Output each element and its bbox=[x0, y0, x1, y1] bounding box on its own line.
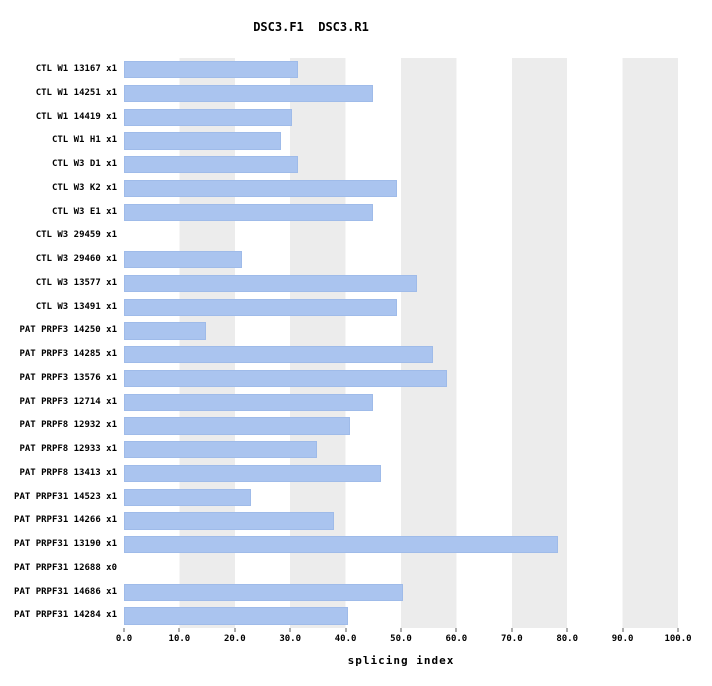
category-label: PAT PRPF8 12933 x1 bbox=[19, 444, 117, 454]
bar bbox=[124, 346, 434, 364]
x-tick-mark bbox=[123, 628, 125, 632]
bar bbox=[124, 607, 348, 625]
category-label: CTL W1 14419 x1 bbox=[35, 111, 117, 122]
bar-row bbox=[124, 343, 678, 367]
bar-row bbox=[124, 82, 678, 106]
bar bbox=[124, 512, 334, 530]
bar-row bbox=[124, 462, 678, 486]
category-label: PAT PRPF31 14523 x1 bbox=[14, 491, 117, 502]
x-axis-ticks: 0.0 10.0 20.0 30.0 40.0 50.0 60.0 70.0 80.0 90.0 1… bbox=[116, 628, 692, 654]
category-label: CTL W1 H1 x1 bbox=[51, 135, 117, 146]
category-label: PAT PRPF31 14686 x1 bbox=[14, 586, 117, 597]
bar-row bbox=[124, 296, 678, 320]
bar bbox=[124, 132, 282, 150]
x-tick-label: 50.0 bbox=[390, 634, 412, 644]
category-label: PAT PRPF3 12714 x1 bbox=[19, 396, 117, 407]
bar bbox=[124, 156, 298, 174]
bar-row bbox=[124, 391, 678, 415]
category-label: PAT PRPF3 14285 x1 bbox=[19, 349, 117, 359]
bar-row bbox=[124, 201, 678, 225]
bar bbox=[124, 84, 373, 102]
bar-row bbox=[124, 367, 678, 391]
bar-row bbox=[124, 509, 678, 533]
category-label: CTL W3 K2 x1 bbox=[51, 182, 117, 193]
x-tick-label: 30.0 bbox=[279, 634, 302, 644]
bar bbox=[124, 61, 298, 79]
bar-row bbox=[124, 414, 678, 438]
category-label: PAT PRPF31 13190 x1 bbox=[14, 539, 117, 549]
chart-body: CTL W1 13167 x1 CTL W1 14251 x1 CTL W1 144… bbox=[0, 58, 678, 628]
x-tick-mark bbox=[178, 628, 180, 632]
x-tick-label: 0.0 bbox=[115, 634, 133, 644]
category-label: PAT PRPF3 13576 x1 bbox=[19, 372, 117, 383]
category-label: CTL W1 14251 x1 bbox=[35, 87, 117, 98]
x-tick-mark bbox=[566, 628, 568, 632]
bar-row bbox=[124, 486, 678, 510]
x-tick-mark bbox=[455, 628, 457, 632]
bar bbox=[124, 417, 351, 435]
x-tick-label: 20.0 bbox=[223, 634, 246, 644]
bar bbox=[124, 441, 318, 459]
x-tick-mark bbox=[511, 628, 513, 632]
plot-area bbox=[124, 58, 678, 628]
category-label: CTL W3 13577 x1 bbox=[35, 277, 117, 288]
chart-title: DSC3.F1 DSC3.R1 bbox=[253, 20, 369, 34]
bar-row bbox=[124, 129, 678, 153]
category-label: CTL W3 13491 x1 bbox=[35, 301, 117, 312]
bar bbox=[124, 488, 251, 506]
x-tick-mark bbox=[622, 628, 624, 632]
bar-row bbox=[124, 58, 678, 82]
bar-row bbox=[124, 581, 678, 605]
bar-row bbox=[124, 533, 678, 557]
category-label: PAT PRPF31 14284 x1 bbox=[14, 610, 117, 621]
bar bbox=[124, 108, 293, 126]
x-tick-mark bbox=[677, 628, 679, 632]
x-tick-label: 80.0 bbox=[556, 634, 579, 644]
bar-row bbox=[124, 604, 678, 628]
category-label: PAT PRPF8 13413 x1 bbox=[19, 467, 117, 478]
category-label: CTL W3 D1 x1 bbox=[51, 159, 117, 169]
bar bbox=[124, 393, 373, 411]
x-tick-label: 40.0 bbox=[334, 634, 357, 644]
x-tick-mark bbox=[234, 628, 236, 632]
x-tick-mark bbox=[289, 628, 291, 632]
bar bbox=[124, 203, 373, 221]
bar-row bbox=[124, 272, 678, 296]
bar bbox=[124, 298, 398, 316]
x-axis-label: splicing index bbox=[347, 654, 455, 667]
bar bbox=[124, 536, 559, 554]
bar-row bbox=[124, 224, 678, 248]
bar-row bbox=[124, 153, 678, 177]
category-label: PAT PRPF31 14266 x1 bbox=[14, 515, 117, 526]
bar-row bbox=[124, 248, 678, 272]
bar-row bbox=[124, 557, 678, 581]
bar bbox=[124, 464, 381, 482]
category-label: CTL W3 29460 x1 bbox=[35, 254, 117, 264]
bar bbox=[124, 274, 417, 292]
category-label: PAT PRPF3 14250 x1 bbox=[19, 325, 117, 336]
bar bbox=[124, 369, 448, 387]
bar bbox=[124, 251, 243, 269]
x-tick-label: 70.0 bbox=[500, 634, 523, 644]
category-label: CTL W3 E1 x1 bbox=[51, 206, 117, 217]
x-tick-mark bbox=[400, 628, 402, 632]
x-tick-label: 60.0 bbox=[445, 634, 468, 644]
bar bbox=[124, 583, 403, 601]
bar bbox=[124, 179, 398, 197]
bar-row bbox=[124, 177, 678, 201]
x-tick-label: 10.0 bbox=[168, 634, 191, 644]
category-labels: CTL W1 13167 x1 CTL W1 14251 x1 CTL W1 144… bbox=[0, 58, 124, 628]
x-tick-label: 90.0 bbox=[611, 634, 634, 644]
category-label: PAT PRPF8 12932 x1 bbox=[19, 420, 117, 431]
x-tick-mark bbox=[345, 628, 347, 632]
bar bbox=[124, 322, 207, 340]
bar-row bbox=[124, 319, 678, 343]
category-label: PAT PRPF31 12688 x0 bbox=[14, 562, 117, 573]
x-tick-label: 100.0 bbox=[664, 634, 692, 644]
category-label: CTL W1 13167 x1 bbox=[35, 64, 117, 74]
bar-row bbox=[124, 438, 678, 462]
bar-row bbox=[124, 106, 678, 130]
category-label: CTL W3 29459 x1 bbox=[35, 230, 117, 241]
